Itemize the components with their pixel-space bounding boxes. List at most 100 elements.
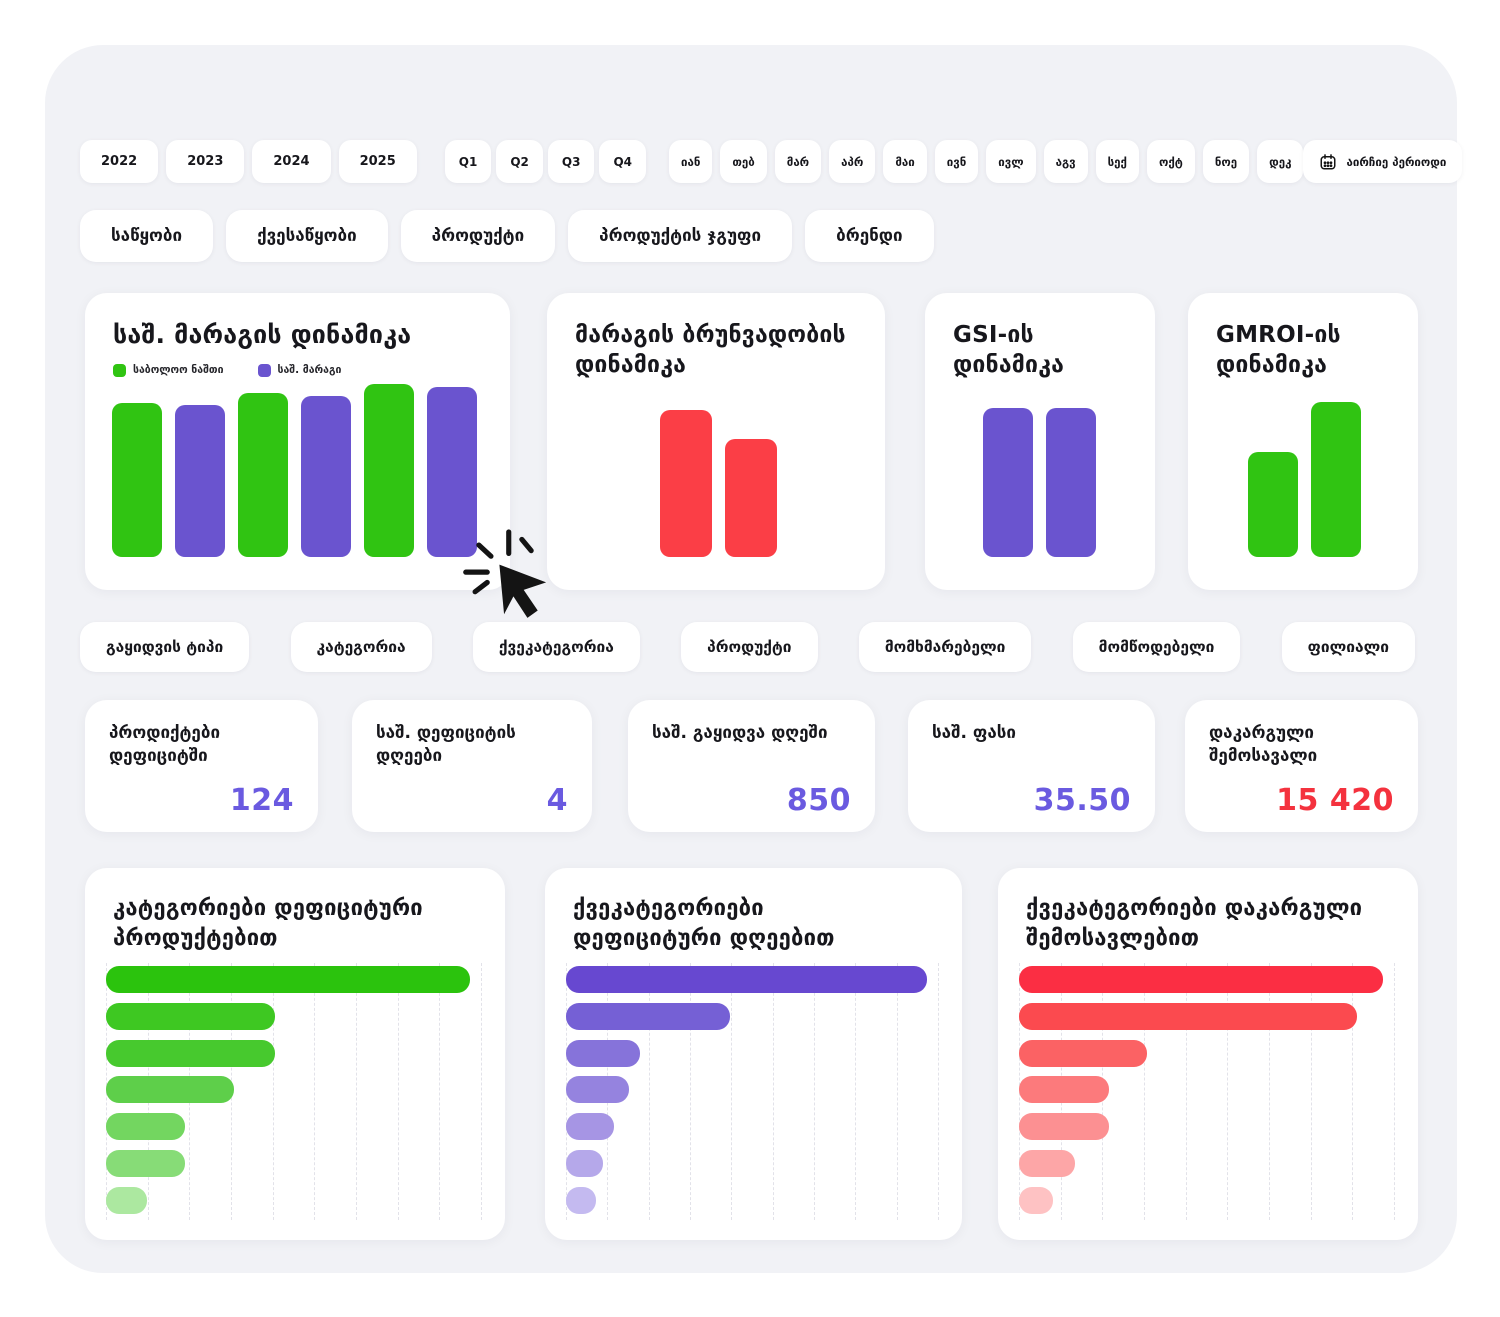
chart-bar[interactable] [1019, 1039, 1147, 1067]
year-chip-2025[interactable]: 2025 [338, 140, 417, 183]
filter-chip-ფილიალი[interactable]: ფილიალი [1281, 622, 1415, 672]
chart-bar[interactable] [1019, 1186, 1053, 1214]
chart-bar[interactable] [566, 966, 927, 993]
chart-bar[interactable] [566, 1113, 615, 1141]
chart-bar[interactable] [1019, 1150, 1076, 1178]
filter-chip-მომწოდებელი[interactable]: მომწოდებელი [1072, 622, 1241, 672]
year-chip-2022[interactable]: 2022 [80, 140, 159, 183]
kpi-label: დაკარგული შემოსავალი [1209, 723, 1318, 766]
filter-chip-საწყობი[interactable]: საწყობი [80, 210, 214, 262]
month-chip-მაი[interactable]: მაი [883, 140, 927, 183]
grid-line [356, 963, 357, 1220]
chart-bar[interactable] [106, 1002, 275, 1030]
quarter-chip-Q1[interactable]: Q1 [444, 140, 492, 183]
filter-chip-ქვეკატეგორია[interactable]: ქვეკატეგორია [472, 622, 640, 672]
grid-line [314, 963, 316, 1220]
month-chip-დეკ[interactable]: დეკ [1257, 140, 1304, 183]
filter-chip-ქვესაწყობი[interactable]: ქვესაწყობი [226, 210, 388, 262]
chart-bar[interactable] [660, 410, 712, 557]
filter-chip-პროდუქტის ჯგუფი[interactable]: პროდუქტის ჯგუფი [568, 210, 793, 262]
grid-line [1269, 963, 1270, 1220]
chart-bar[interactable] [301, 396, 351, 557]
month-chip-აპრ[interactable]: აპრ [829, 140, 876, 183]
grid-line [938, 963, 939, 1220]
gsi-dynamics-card: GSI-ის დინამიკა [925, 293, 1155, 590]
legend-item: საშ. მარაგი [257, 363, 341, 377]
grid-line [731, 963, 733, 1220]
period-picker-button[interactable]: აირჩიე პერიოდი [1303, 140, 1463, 183]
month-chip-აგვ[interactable]: აგვ [1043, 140, 1088, 183]
kpi-label: საშ. დეფიციტის დღეები [376, 723, 516, 766]
month-chip-სექ[interactable]: სექ [1095, 140, 1139, 183]
chart-bar[interactable] [1019, 966, 1383, 993]
subcategories-deficit-days-card: ქვეკატეგორიები დეფიციტური დღეებით [545, 868, 962, 1240]
filter-chip-პროდუქტი[interactable]: პროდუქტი [400, 210, 556, 262]
kpi-value: 4 [546, 783, 568, 818]
filter-chip-პროდუქტი[interactable]: პროდუქტი [681, 622, 818, 672]
chart-bar[interactable] [106, 1150, 185, 1178]
chart-bar[interactable] [566, 1150, 604, 1178]
quarter-chip-Q4[interactable]: Q4 [599, 140, 646, 183]
chart-bar[interactable] [566, 1002, 730, 1030]
month-chip-ივლ[interactable]: ივლ [986, 140, 1036, 183]
month-chip-თებ[interactable]: თებ [720, 140, 767, 183]
dimension-filter-row-2: გაყიდვის ტიპი კატეგორია ქვეკატეგორია პროდუქ… [80, 622, 1415, 672]
month-chip-ნოე[interactable]: ნოე [1202, 140, 1250, 183]
chart-bar[interactable] [106, 1186, 148, 1214]
legend-dot-green [113, 363, 126, 377]
chart-title: GSI-ის დინამიკა [953, 322, 1065, 378]
year-chip-2023[interactable]: 2023 [166, 140, 245, 183]
chart-bar[interactable] [1019, 1076, 1109, 1104]
grid-line [814, 963, 815, 1220]
dimension-filter-row-1: საწყობი ქვესაწყობი პროდუქტი პროდუქტის ჯგუფი… [80, 210, 934, 262]
chart-bar[interactable] [566, 1186, 596, 1214]
kpi-card: დაკარგული შემოსავალი 15 420 [1185, 700, 1418, 832]
month-chip-ოქტ[interactable]: ოქტ [1146, 140, 1195, 183]
chart-legend: საბოლოო ნაშთი საშ. მარაგი [85, 352, 510, 377]
chart-bar[interactable] [112, 403, 162, 557]
month-chip-იან[interactable]: იან [669, 140, 713, 183]
year-chip-group: 2022 2023 2024 2025 [80, 140, 417, 183]
chart-bar[interactable] [106, 1076, 234, 1104]
grid-line [690, 963, 691, 1220]
chart-bar[interactable] [1019, 1113, 1109, 1141]
chart-bar[interactable] [364, 384, 414, 557]
chart-bar[interactable] [725, 439, 777, 557]
filter-chip-გაყიდვის ტიპი[interactable]: გაყიდვის ტიპი [80, 622, 250, 672]
grid-line [1394, 963, 1395, 1220]
chart-bar[interactable] [1046, 408, 1096, 557]
chart-bar[interactable] [1311, 402, 1361, 557]
chart-bar[interactable] [106, 1039, 275, 1067]
kpi-value: 15 420 [1276, 783, 1394, 818]
chart-bar[interactable] [1019, 1002, 1357, 1030]
kpi-card: პროდიქტები დეფიციტში 124 [85, 700, 318, 832]
chart-bar[interactable] [1248, 452, 1298, 557]
dashboard-canvas: 2022 2023 2024 2025 Q1 Q2 Q3 Q4 იან თებ მარ აპრ მა… [45, 45, 1463, 1273]
quarter-chip-Q3[interactable]: Q3 [547, 140, 595, 183]
filter-chip-მომხმარებელი[interactable]: მომხმარებელი [858, 622, 1032, 672]
grid-line [648, 963, 650, 1220]
kpi-label: საშ. ფასი [932, 723, 1016, 743]
chart-bar[interactable] [566, 1076, 630, 1104]
chart-title: ქვეკატეგორიები დაკარგული შემოსავლებით [1026, 896, 1363, 951]
chart-bar[interactable] [106, 1113, 185, 1141]
chart-title: მარაგის ბრუნვადობის დინამიკა [575, 322, 846, 378]
categories-deficit-products-card: კატეგორიები დეფიციტური პროდუქტებით [85, 868, 505, 1240]
chart-bar[interactable] [106, 966, 470, 993]
chart-bar[interactable] [427, 387, 477, 557]
chart-bar[interactable] [238, 393, 288, 557]
period-filter-row: 2022 2023 2024 2025 Q1 Q2 Q3 Q4 იან თებ მარ აპრ მა… [80, 140, 1463, 183]
year-chip-2024[interactable]: 2024 [252, 140, 331, 183]
chart-bar[interactable] [175, 405, 225, 557]
quarter-chip-Q2[interactable]: Q2 [496, 140, 543, 183]
calendar-icon [1319, 153, 1337, 171]
chart-bar[interactable] [983, 408, 1033, 557]
chart-title: საშ. მარაგის დინამიკა [113, 320, 412, 349]
chart-bar[interactable] [566, 1039, 641, 1067]
filter-chip-კატეგორია[interactable]: კატეგორია [290, 622, 432, 672]
grid-line [896, 963, 898, 1220]
filter-chip-ბრენდი[interactable]: ბრენდი [805, 210, 934, 262]
grid-line [1352, 963, 1354, 1220]
month-chip-ივნ[interactable]: ივნ [934, 140, 979, 183]
month-chip-მარ[interactable]: მარ [774, 140, 822, 183]
